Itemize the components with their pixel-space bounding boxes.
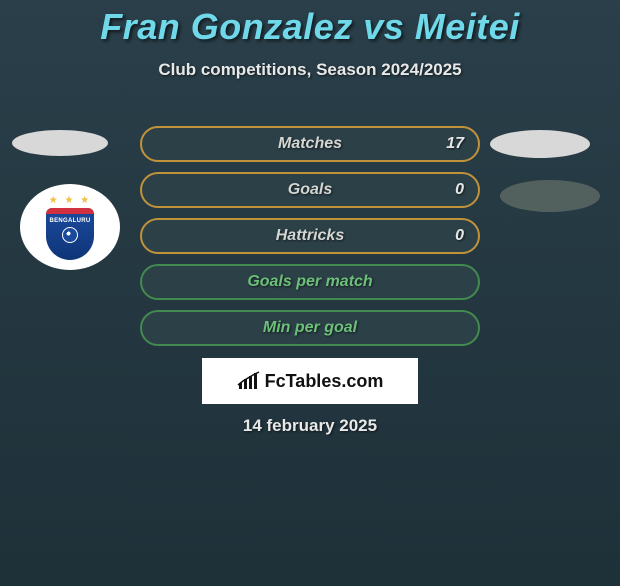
stat-value: 0 bbox=[455, 227, 464, 245]
stat-row: Matches 17 bbox=[140, 126, 480, 162]
stat-row: Goals 0 bbox=[140, 172, 480, 208]
badge-shield-icon: BENGALURU bbox=[46, 208, 94, 260]
team-left-badge: ★ ★ ★ BENGALURU bbox=[20, 184, 120, 270]
chart-icon bbox=[237, 371, 261, 391]
watermark: FcTables.com bbox=[202, 358, 418, 404]
stat-row: Goals per match bbox=[140, 264, 480, 300]
badge-stars-icon: ★ ★ ★ bbox=[49, 195, 91, 206]
badge-team-name: BENGALURU bbox=[49, 218, 90, 224]
stat-label: Hattricks bbox=[276, 227, 344, 245]
player-left-placeholder bbox=[12, 130, 108, 156]
team-right-placeholder bbox=[500, 180, 600, 212]
stat-label: Goals bbox=[288, 181, 332, 199]
stat-value: 17 bbox=[446, 135, 464, 153]
player-right-placeholder bbox=[490, 130, 590, 158]
stat-label: Goals per match bbox=[247, 273, 372, 291]
page-subtitle: Club competitions, Season 2024/2025 bbox=[0, 60, 620, 80]
stat-value: 0 bbox=[455, 181, 464, 199]
stat-row: Min per goal bbox=[140, 310, 480, 346]
stats-table: Matches 17 Goals 0 Hattricks 0 Goals per match… bbox=[140, 126, 480, 356]
stat-label: Matches bbox=[278, 135, 342, 153]
page-title: Fran Gonzalez vs Meitei bbox=[0, 6, 620, 48]
stat-label: Min per goal bbox=[263, 319, 357, 337]
stat-row: Hattricks 0 bbox=[140, 218, 480, 254]
watermark-text: FcTables.com bbox=[265, 371, 384, 392]
date-label: 14 february 2025 bbox=[0, 416, 620, 436]
badge-ball-icon bbox=[62, 227, 78, 243]
